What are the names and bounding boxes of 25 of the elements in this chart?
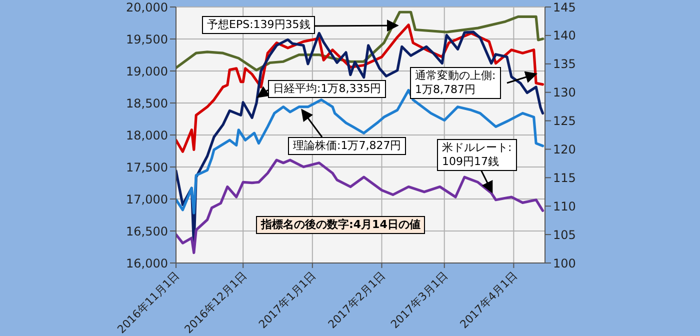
y-tick-label: 19,500	[126, 32, 168, 46]
y2-tick-label: 145	[553, 0, 576, 14]
y2-tick-label: 105	[553, 228, 576, 242]
y-tick-label: 19,000	[126, 64, 168, 78]
y2-tick-label: 120	[553, 142, 576, 156]
annotation: 理論株価:1万7,827円	[288, 137, 406, 155]
annotation: 米ドルレート: 109円17銭	[437, 139, 517, 171]
y2-tick-label: 125	[553, 114, 576, 128]
y2-tick-label: 130	[553, 86, 576, 100]
y-tick-label: 16,500	[126, 224, 168, 238]
y-tick-label: 17,000	[126, 192, 168, 206]
y-tick-label: 16,000	[126, 256, 168, 270]
y-tick-label: 18,000	[126, 128, 168, 142]
y-tick-label: 18,500	[126, 96, 168, 110]
y-tick-label: 20,000	[126, 0, 168, 14]
y2-tick-label: 135	[553, 57, 576, 72]
y2-tick-label: 110	[553, 199, 576, 214]
annotation: 指標名の後の数字:4月14日の値	[256, 216, 426, 234]
y2-tick-label: 100	[553, 256, 576, 270]
y2-tick-label: 140	[553, 28, 576, 43]
annotation: 予想EPS:139円35銭	[202, 16, 316, 34]
y2-tick-label: 115	[553, 170, 576, 185]
annotation: 日経平均:1万8,335円	[268, 80, 386, 98]
annotation: 通常変動の上側: 1万8,787円	[410, 67, 501, 99]
y-tick-label: 17,500	[126, 160, 168, 174]
